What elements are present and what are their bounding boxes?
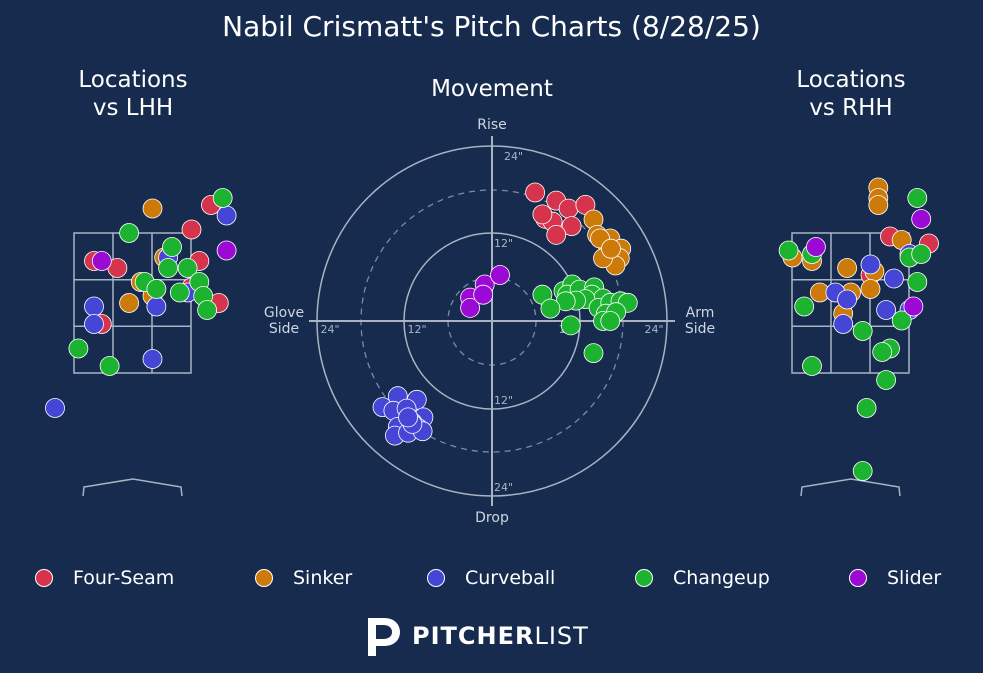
- rhh-pitch-slider: [911, 209, 932, 229]
- rhh-pitch-changeup: [778, 240, 799, 261]
- rhh-pitch-changeup: [856, 398, 877, 418]
- movement-pitch-four-seam: [532, 204, 553, 225]
- rhh-pitch-changeup: [891, 310, 912, 331]
- movement-pitch-slider: [490, 265, 510, 285]
- movement-pitch-four-seam: [546, 224, 567, 245]
- lhh-pitch-curveball: [146, 296, 167, 317]
- ring-label: 12": [494, 394, 513, 407]
- legend-label: Slider: [887, 567, 942, 589]
- legend: Four-Seam Sinker Curveball Changeup Slider: [0, 562, 983, 594]
- ring-label: 24": [494, 481, 513, 494]
- left-panel-title: Locations vs LHH: [78, 67, 188, 121]
- rhh-pitch-changeup: [852, 461, 873, 481]
- lhh-pitch-changeup: [162, 237, 182, 257]
- axis-label-glove-side: Glove Side: [264, 305, 304, 337]
- ring-label: 24": [644, 323, 663, 336]
- rhh-pitch-slider: [806, 237, 826, 257]
- lhh-pitch-changeup: [197, 300, 218, 320]
- lhh-pitch-changeup: [212, 188, 233, 208]
- pitch-dots: [45, 177, 939, 481]
- movement-pitch-four-seam: [561, 216, 582, 237]
- ring-label: 24": [504, 150, 523, 163]
- ring-label: 12": [494, 237, 513, 250]
- lhh-pitch-changeup: [68, 338, 89, 359]
- legend-item: Curveball: [427, 562, 555, 594]
- legend-swatch: [427, 569, 445, 587]
- axis-label-drop: Drop: [475, 510, 509, 526]
- legend-label: Curveball: [465, 567, 556, 589]
- legend-swatch: [635, 569, 653, 587]
- movement-pitch-changeup: [560, 315, 581, 336]
- rhh-pitch-changeup: [907, 188, 928, 208]
- legend-swatch: [255, 569, 273, 587]
- rhh-pitch-sinker: [837, 258, 857, 278]
- home-plate-rhh: [800, 478, 901, 497]
- lhh-pitch-curveball: [84, 296, 104, 317]
- rhh-pitch-changeup: [852, 321, 873, 341]
- chart-title: Nabil Crismatt's Pitch Charts (8/28/25): [222, 10, 761, 43]
- lhh-pitch-sinker: [142, 198, 163, 219]
- lhh-pitch-changeup: [146, 279, 167, 299]
- pitcherlist-logo-icon: [368, 618, 400, 656]
- lhh-pitch-changeup: [158, 258, 179, 278]
- rhh-pitch-slider: [903, 296, 924, 317]
- rhh-pitch-changeup: [794, 296, 815, 317]
- movement-pitch-slider: [473, 284, 494, 305]
- rhh-pitch-curveball: [876, 300, 896, 320]
- pitcherlist-wordmark: PITCHERLIST: [412, 622, 589, 650]
- legend-item: Sinker: [255, 562, 352, 594]
- rhh-pitch-changeup: [876, 370, 896, 390]
- legend-item: Slider: [849, 562, 941, 594]
- ring-label: 12": [407, 323, 426, 336]
- movement-pitch-changeup: [600, 311, 621, 331]
- axis-label-arm-side: Arm Side: [685, 305, 715, 337]
- lhh-pitch-slider: [91, 251, 112, 271]
- legend-item: Four-Seam: [35, 562, 174, 594]
- rhh-pitch-curveball: [884, 268, 904, 289]
- rhh-pitch-curveball: [833, 314, 854, 334]
- rhh-pitch-changeup: [802, 356, 822, 376]
- lhh-pitch-curveball: [142, 349, 163, 369]
- legend-item: Changeup: [635, 562, 770, 594]
- lhh-pitch-curveball: [216, 205, 237, 226]
- lhh-pitch-sinker: [119, 293, 140, 313]
- lhh-pitch-changeup: [119, 223, 140, 243]
- movement-pitch-slider: [460, 297, 481, 318]
- movement-pitch-changeup: [583, 343, 604, 364]
- movement-pitch-sinker: [601, 238, 621, 259]
- home-plate-lhh: [82, 478, 183, 497]
- axis-label-rise: Rise: [477, 117, 507, 133]
- movement-panel-title: Movement: [431, 76, 553, 102]
- rhh-pitch-curveball: [860, 254, 881, 275]
- movement-pitch-changeup: [540, 298, 561, 319]
- lhh-pitch-curveball: [45, 398, 65, 418]
- rhh-pitch-changeup: [911, 244, 932, 264]
- legend-swatch: [35, 569, 53, 587]
- rhh-pitch-changeup: [907, 272, 928, 292]
- legend-swatch: [849, 569, 867, 587]
- rhh-pitch-sinker: [868, 195, 889, 215]
- lhh-pitch-curveball: [84, 314, 104, 334]
- pitcherlist-logo: PITCHERLIST: [362, 612, 589, 660]
- ring-label: 24": [320, 323, 339, 336]
- rhh-pitch-changeup: [872, 342, 893, 362]
- legend-label: Changeup: [673, 567, 770, 589]
- movement-pitch-four-seam: [558, 198, 579, 219]
- lhh-pitch-slider: [216, 240, 237, 261]
- lhh-pitch-four-seam: [181, 219, 202, 240]
- rhh-pitch-sinker: [860, 279, 881, 299]
- lhh-pitch-changeup: [177, 258, 198, 278]
- legend-label: Four-Seam: [73, 567, 175, 589]
- legend-label: Sinker: [293, 567, 353, 589]
- rhh-pitch-curveball: [837, 289, 857, 310]
- movement-pitch-four-seam: [525, 182, 545, 203]
- movement-pitch-curveball: [398, 407, 419, 428]
- lhh-pitch-changeup: [99, 356, 120, 376]
- lhh-pitch-changeup: [169, 282, 190, 303]
- right-panel-title: Locations vs RHH: [796, 67, 906, 121]
